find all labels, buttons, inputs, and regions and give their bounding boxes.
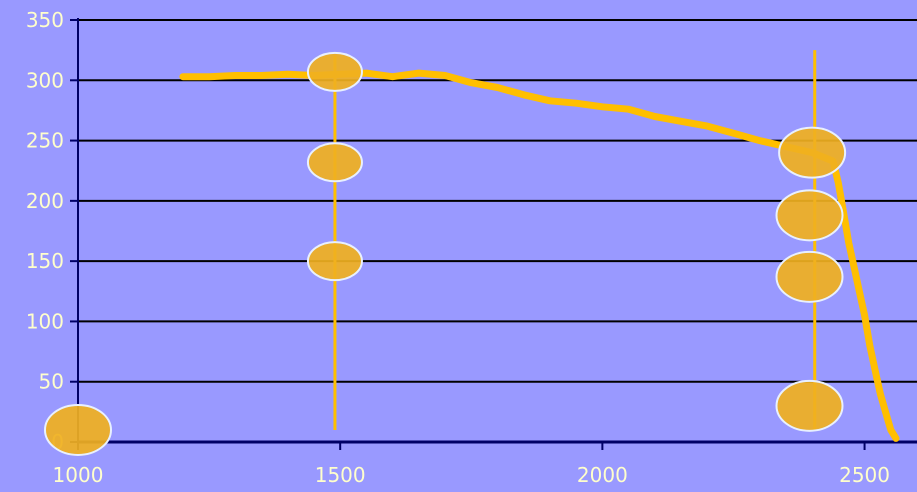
marker-ellipse-4 (778, 126, 847, 179)
data-point (469, 80, 474, 85)
data-point (705, 124, 710, 129)
marker-ellipse-3 (306, 241, 363, 282)
data-point (852, 265, 857, 270)
data-point (862, 313, 867, 318)
x-tick-label-1000: 1000 (53, 463, 104, 487)
data-point (731, 131, 736, 136)
data-point (233, 73, 238, 78)
data-point (626, 107, 631, 112)
data-point (207, 74, 212, 79)
data-point (574, 101, 579, 106)
data-point (867, 343, 872, 348)
data-point (443, 73, 448, 78)
y-tick-labels: 050100150200250300350 (26, 8, 64, 454)
data-point (495, 85, 500, 90)
series-line-1 (179, 69, 900, 442)
data-point (846, 241, 851, 246)
data-point (390, 74, 395, 79)
data-point (521, 92, 526, 97)
x-tick-label-2000: 2000 (577, 463, 628, 487)
data-point (285, 72, 290, 77)
data-point (836, 180, 841, 185)
vertical-reference-lines (333, 50, 817, 430)
data-point (416, 71, 421, 76)
grid-lines (70, 18, 917, 450)
data-point (873, 367, 878, 372)
data-point (364, 71, 369, 76)
data-point (600, 104, 605, 109)
marker-ellipses (44, 51, 847, 456)
data-point (547, 98, 552, 103)
data-point (857, 289, 862, 294)
marker-ellipse-6 (775, 250, 844, 303)
data-point (180, 74, 185, 79)
y-tick-label-250: 250 (26, 129, 64, 153)
x-tick-label-2500: 2500 (839, 463, 890, 487)
y-tick-label-350: 350 (26, 8, 64, 32)
x-tick-label-1500: 1500 (315, 463, 366, 487)
y-tick-label-150: 150 (26, 249, 64, 273)
marker-ellipse-1 (306, 51, 363, 92)
x-tick-labels: 1000 1500 2000 2500 (53, 463, 890, 487)
data-point (679, 119, 684, 124)
marker-ellipse-8 (44, 403, 112, 456)
marker-ellipse-5 (775, 189, 844, 242)
y-tick-label-100: 100 (26, 309, 64, 333)
data-point (652, 114, 657, 119)
data-point (259, 73, 264, 78)
data-point (757, 138, 762, 143)
y-tick-label-300: 300 (26, 68, 64, 92)
marker-ellipse-7 (775, 379, 844, 432)
y-tick-label-200: 200 (26, 189, 64, 213)
data-point (883, 409, 888, 414)
data-point (888, 427, 893, 432)
data-point (894, 436, 899, 441)
y-tick-label-50: 50 (39, 370, 64, 394)
marker-ellipse-2 (306, 142, 363, 183)
data-point (878, 391, 883, 396)
